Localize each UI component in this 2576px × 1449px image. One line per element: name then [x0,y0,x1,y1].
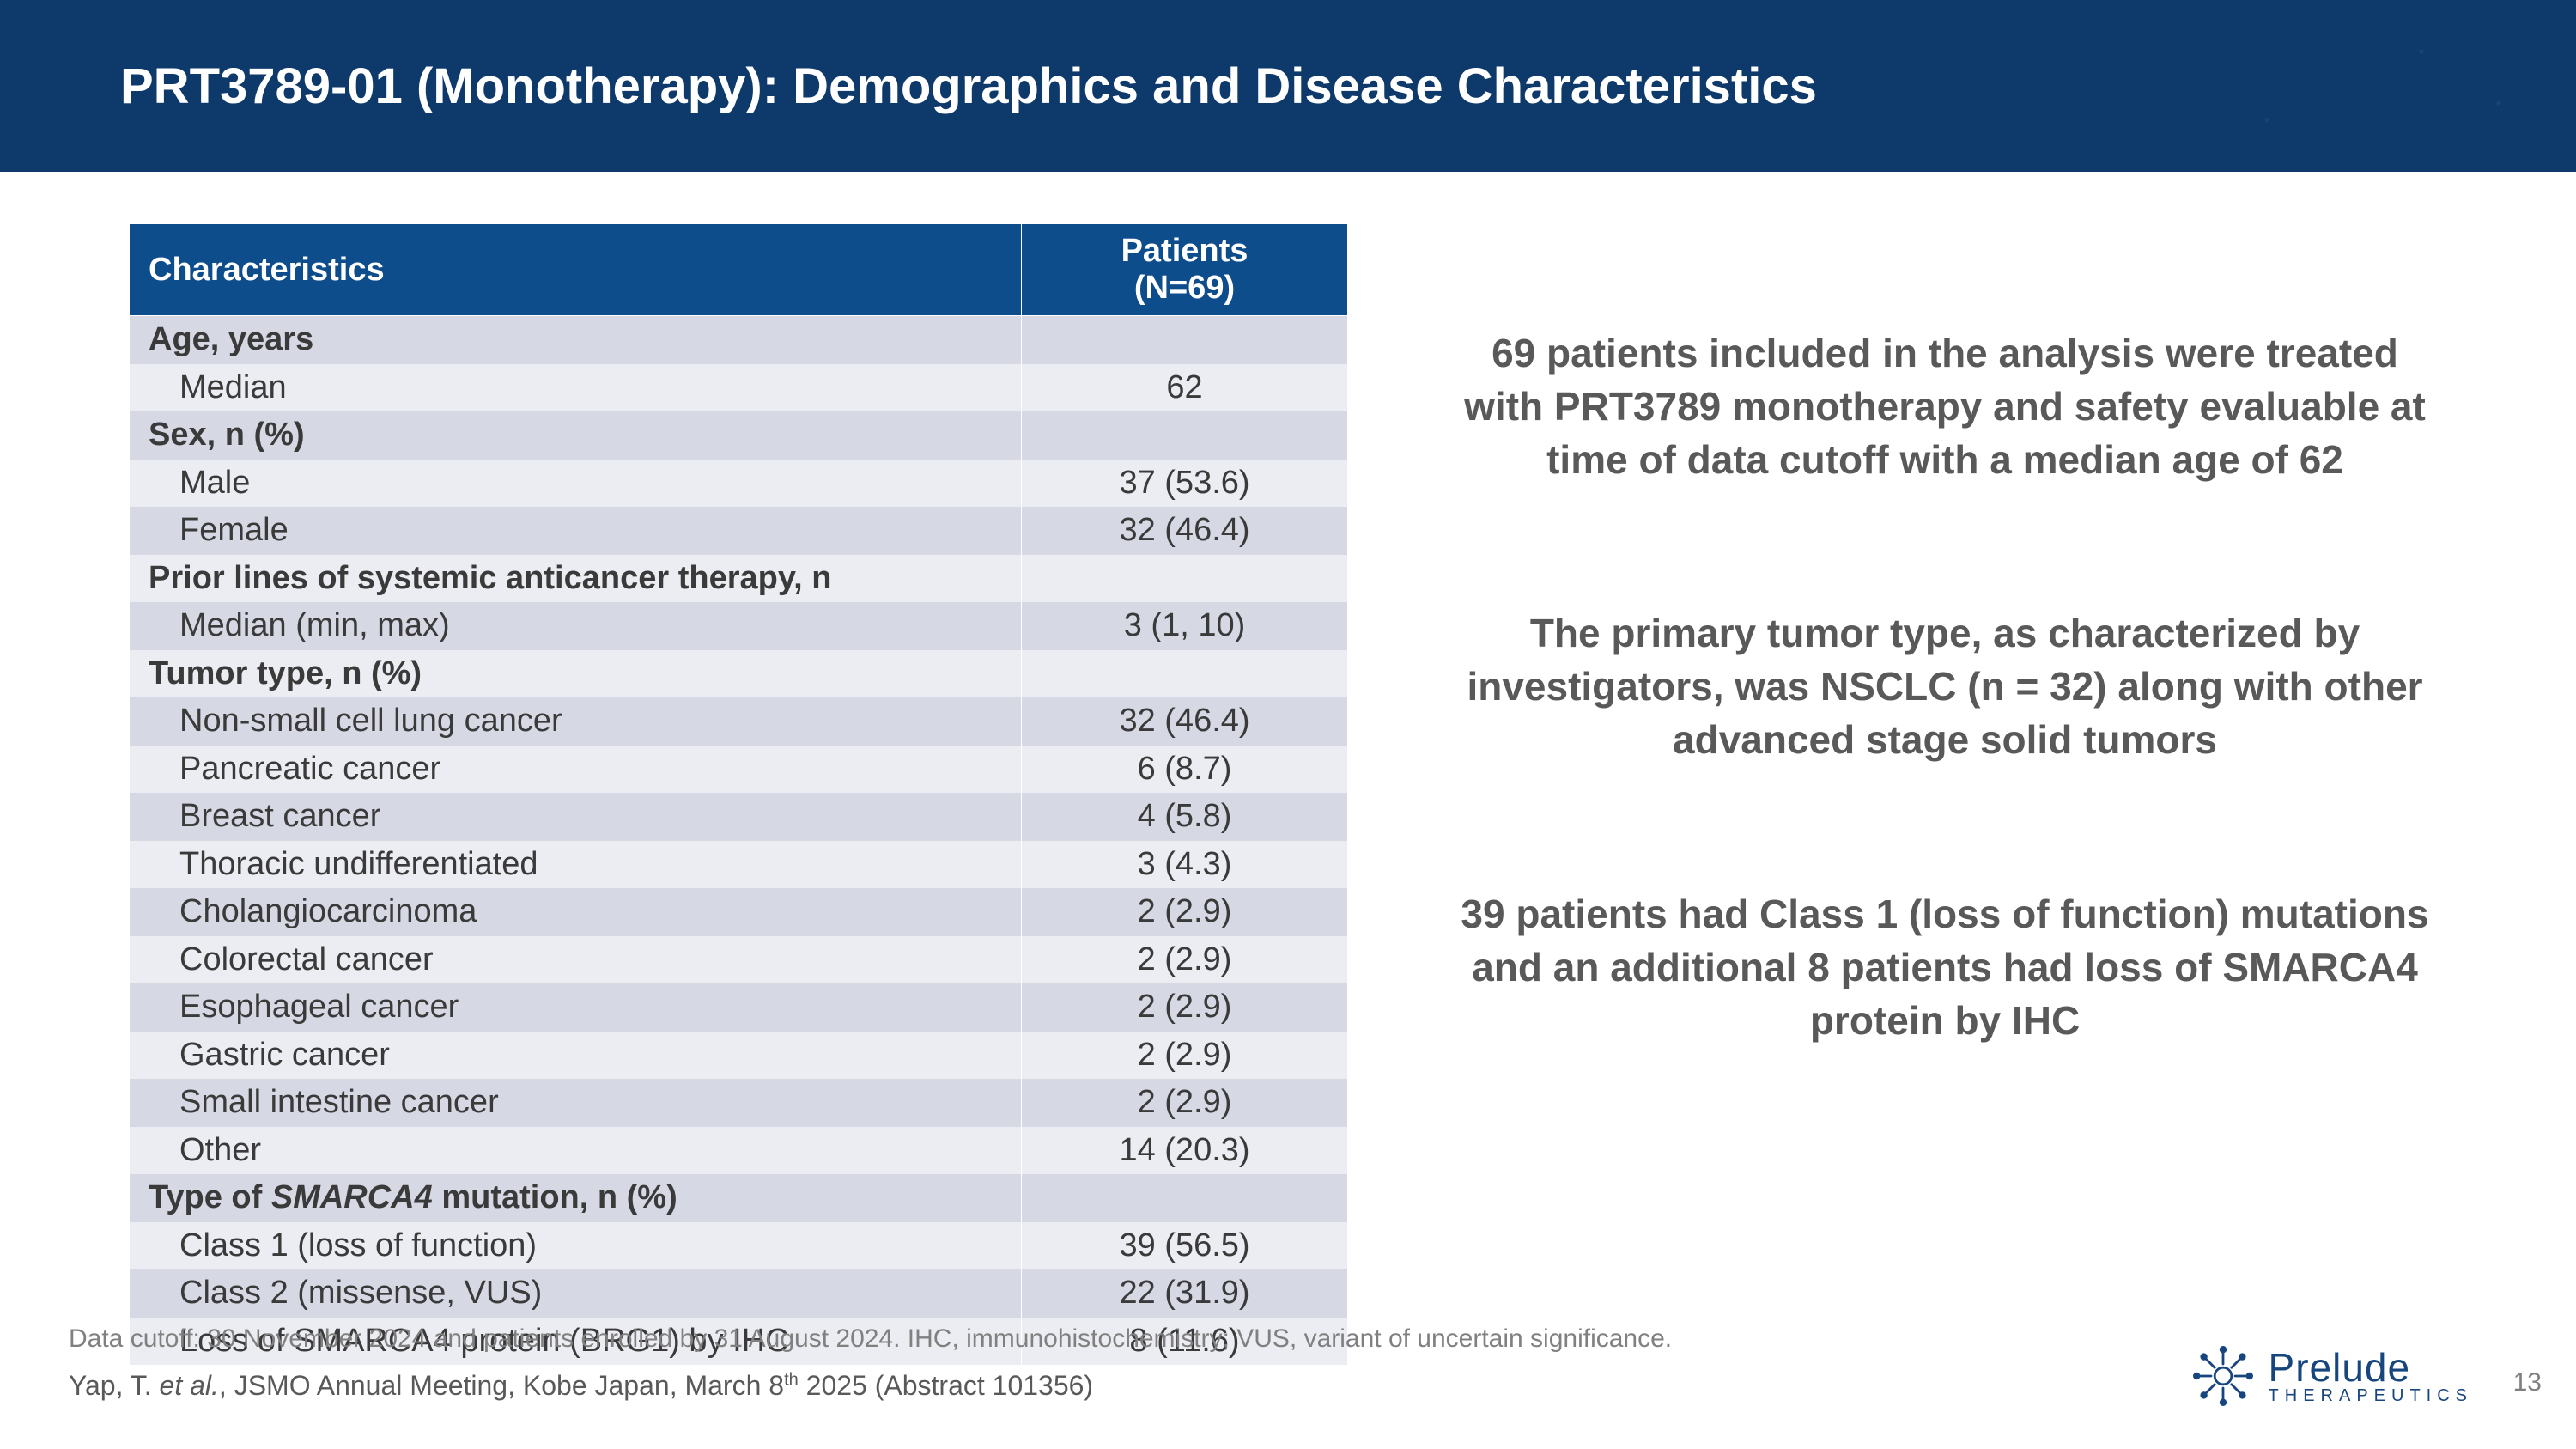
row-value: 62 [1022,364,1348,412]
row-label: Esophageal cancer [130,983,1022,1032]
table-row: Breast cancer4 (5.8) [130,793,1348,841]
row-value [1022,555,1348,603]
table-row: Class 1 (loss of function)39 (56.5) [130,1222,1348,1270]
row-value: 32 (46.4) [1022,507,1348,555]
table-row: Class 2 (missense, VUS)22 (31.9) [130,1269,1348,1318]
footer: Data cutoff: 30 November 2024 and patien… [69,1319,2507,1406]
row-value: 22 (31.9) [1022,1269,1348,1318]
content-area: Characteristics Patients (N=69) Age, yea… [0,172,2576,1365]
title-bar: PRT3789-01 (Monotherapy): Demographics a… [0,0,2576,172]
demographics-table-wrap: Characteristics Patients (N=69) Age, yea… [129,223,1348,1365]
row-label: Other [130,1127,1022,1175]
table-row: Esophageal cancer2 (2.9) [130,983,1348,1032]
row-value: 14 (20.3) [1022,1127,1348,1175]
table-row: Type of SMARCA4 mutation, n (%) [130,1174,1348,1222]
table-row: Male37 (53.6) [130,460,1348,508]
row-value [1022,316,1348,364]
row-label: Non-small cell lung cancer [130,697,1022,746]
table-row: Other14 (20.3) [130,1127,1348,1175]
row-label: Male [130,460,1022,508]
row-value: 2 (2.9) [1022,936,1348,984]
row-label: Class 1 (loss of function) [130,1222,1022,1270]
table-row: Female32 (46.4) [130,507,1348,555]
table-row: Median (min, max)3 (1, 10) [130,602,1348,650]
row-value: 4 (5.8) [1022,793,1348,841]
row-value: 2 (2.9) [1022,1032,1348,1080]
table-row: Tumor type, n (%) [130,650,1348,698]
row-label: Prior lines of systemic anticancer thera… [130,555,1022,603]
row-value [1022,650,1348,698]
row-label: Sex, n (%) [130,411,1022,460]
row-label: Median [130,364,1022,412]
row-value [1022,411,1348,460]
table-row: Age, years [130,316,1348,364]
citation: Yap, T. et al., JSMO Annual Meeting, Kob… [69,1365,2507,1406]
row-label: Median (min, max) [130,602,1022,650]
row-value: 6 (8.7) [1022,746,1348,794]
footnote: Data cutoff: 30 November 2024 and patien… [69,1319,2507,1358]
row-value: 2 (2.9) [1022,1079,1348,1127]
row-label: Gastric cancer [130,1032,1022,1080]
row-label: Tumor type, n (%) [130,650,1022,698]
logo-sub: THERAPEUTICS [2269,1387,2473,1404]
table-row: Prior lines of systemic anticancer thera… [130,555,1348,603]
row-value [1022,1174,1348,1222]
row-label: Female [130,507,1022,555]
company-logo: Prelude THERAPEUTICS [2193,1346,2473,1406]
summary-panel: 69 patients included in the analysis wer… [1451,223,2473,1365]
demographics-table: Characteristics Patients (N=69) Age, yea… [129,223,1348,1365]
row-value: 37 (53.6) [1022,460,1348,508]
col-header-patients: Patients (N=69) [1022,224,1348,316]
summary-p2: The primary tumor type, as characterized… [1451,606,2439,766]
row-label: Thoracic undifferentiated [130,841,1022,889]
row-label: Age, years [130,316,1022,364]
row-value: 32 (46.4) [1022,697,1348,746]
row-value: 3 (4.3) [1022,841,1348,889]
table-row: Colorectal cancer2 (2.9) [130,936,1348,984]
table-row: Thoracic undifferentiated3 (4.3) [130,841,1348,889]
table-row: Cholangiocarcinoma2 (2.9) [130,888,1348,936]
row-label: Colorectal cancer [130,936,1022,984]
row-label: Small intestine cancer [130,1079,1022,1127]
summary-p1: 69 patients included in the analysis wer… [1451,326,2439,486]
logo-name: Prelude [2269,1348,2473,1387]
row-label: Type of SMARCA4 mutation, n (%) [130,1174,1022,1222]
col-header-characteristics: Characteristics [130,224,1022,316]
table-row: Median62 [130,364,1348,412]
table-row: Sex, n (%) [130,411,1348,460]
page-number: 13 [2513,1368,2542,1397]
table-row: Small intestine cancer2 (2.9) [130,1079,1348,1127]
row-label: Cholangiocarcinoma [130,888,1022,936]
row-label: Pancreatic cancer [130,746,1022,794]
row-value: 3 (1, 10) [1022,602,1348,650]
summary-p3: 39 patients had Class 1 (loss of functio… [1451,887,2439,1047]
row-value: 39 (56.5) [1022,1222,1348,1270]
table-row: Non-small cell lung cancer32 (46.4) [130,697,1348,746]
starburst-icon [2193,1346,2253,1406]
table-row: Pancreatic cancer6 (8.7) [130,746,1348,794]
row-label: Breast cancer [130,793,1022,841]
row-label: Class 2 (missense, VUS) [130,1269,1022,1318]
table-row: Gastric cancer2 (2.9) [130,1032,1348,1080]
row-value: 2 (2.9) [1022,983,1348,1032]
row-value: 2 (2.9) [1022,888,1348,936]
page-title: PRT3789-01 (Monotherapy): Demographics a… [120,58,1817,115]
